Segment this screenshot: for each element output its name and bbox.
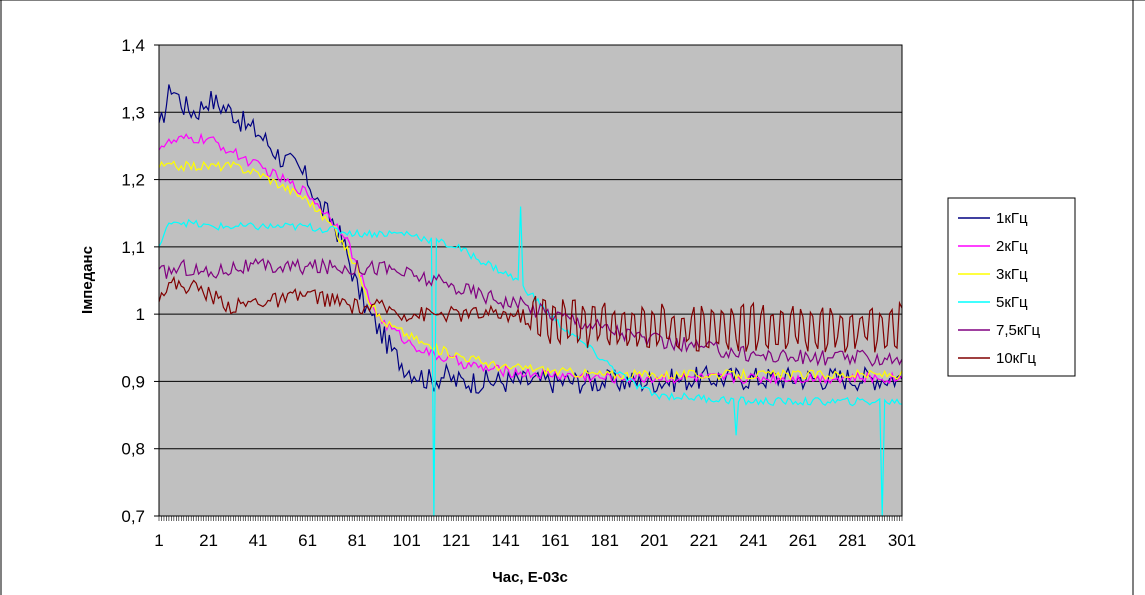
y-tick-label: 1,1 xyxy=(121,238,145,257)
y-tick-label: 0,8 xyxy=(121,440,145,459)
legend-label: 3кГц xyxy=(996,266,1028,283)
series-line-3 xyxy=(158,160,903,381)
y-tick-label: 0,9 xyxy=(121,372,145,391)
y-axis-title: Імпеданс xyxy=(79,246,96,314)
x-tick-label: 181 xyxy=(591,531,619,550)
x-tick-label: 61 xyxy=(298,531,317,550)
legend-label: 10кГц xyxy=(996,350,1036,367)
x-tick-label: 221 xyxy=(690,531,718,550)
x-tick-label: 201 xyxy=(640,531,668,550)
y-axis: 0,7 0,8 0,9 1 1,1 1,2 1,3 1,4 xyxy=(121,36,159,526)
y-tick-label: 0,7 xyxy=(121,507,145,526)
y-tick-label: 1,4 xyxy=(121,36,145,55)
y-tick-label: 1,2 xyxy=(121,171,145,190)
x-tick-label: 81 xyxy=(348,531,367,550)
legend: 1кГц 2кГц 3кГц 5кГц 7,5кГц 10кГц xyxy=(947,197,1076,377)
y-tick-label: 1,3 xyxy=(121,103,145,122)
y-tick-label: 1 xyxy=(136,305,145,324)
legend-label: 7,5кГц xyxy=(996,322,1041,339)
series-line-4 xyxy=(158,206,903,517)
x-tick-label: 101 xyxy=(392,531,420,550)
legend-label: 2кГц xyxy=(996,238,1028,255)
legend-box xyxy=(947,197,1076,377)
legend-label: 5кГц xyxy=(996,294,1028,311)
x-tick-label: 301 xyxy=(888,531,916,550)
series-line-2 xyxy=(158,132,903,385)
x-tick-label: 261 xyxy=(789,531,817,550)
x-axis: 1 21 41 61 81 101 121 141 161 181 201 221 241 261 281 3… xyxy=(154,516,916,550)
series-lines xyxy=(158,84,903,517)
legend-label: 1кГц xyxy=(996,210,1028,227)
x-tick-label: 1 xyxy=(154,531,163,550)
x-tick-label: 21 xyxy=(199,531,218,550)
plot-area xyxy=(159,45,902,516)
series-line-5 xyxy=(158,257,903,367)
x-axis-title: Час, Е-03с xyxy=(492,569,568,586)
series-line-6 xyxy=(158,275,903,353)
x-tick-label: 241 xyxy=(739,531,767,550)
x-tick-label: 41 xyxy=(249,531,268,550)
x-tick-label: 121 xyxy=(442,531,470,550)
x-tick-label: 161 xyxy=(541,531,569,550)
x-tick-label: 141 xyxy=(492,531,520,550)
x-tick-label: 281 xyxy=(838,531,866,550)
series-line-1 xyxy=(158,84,903,394)
